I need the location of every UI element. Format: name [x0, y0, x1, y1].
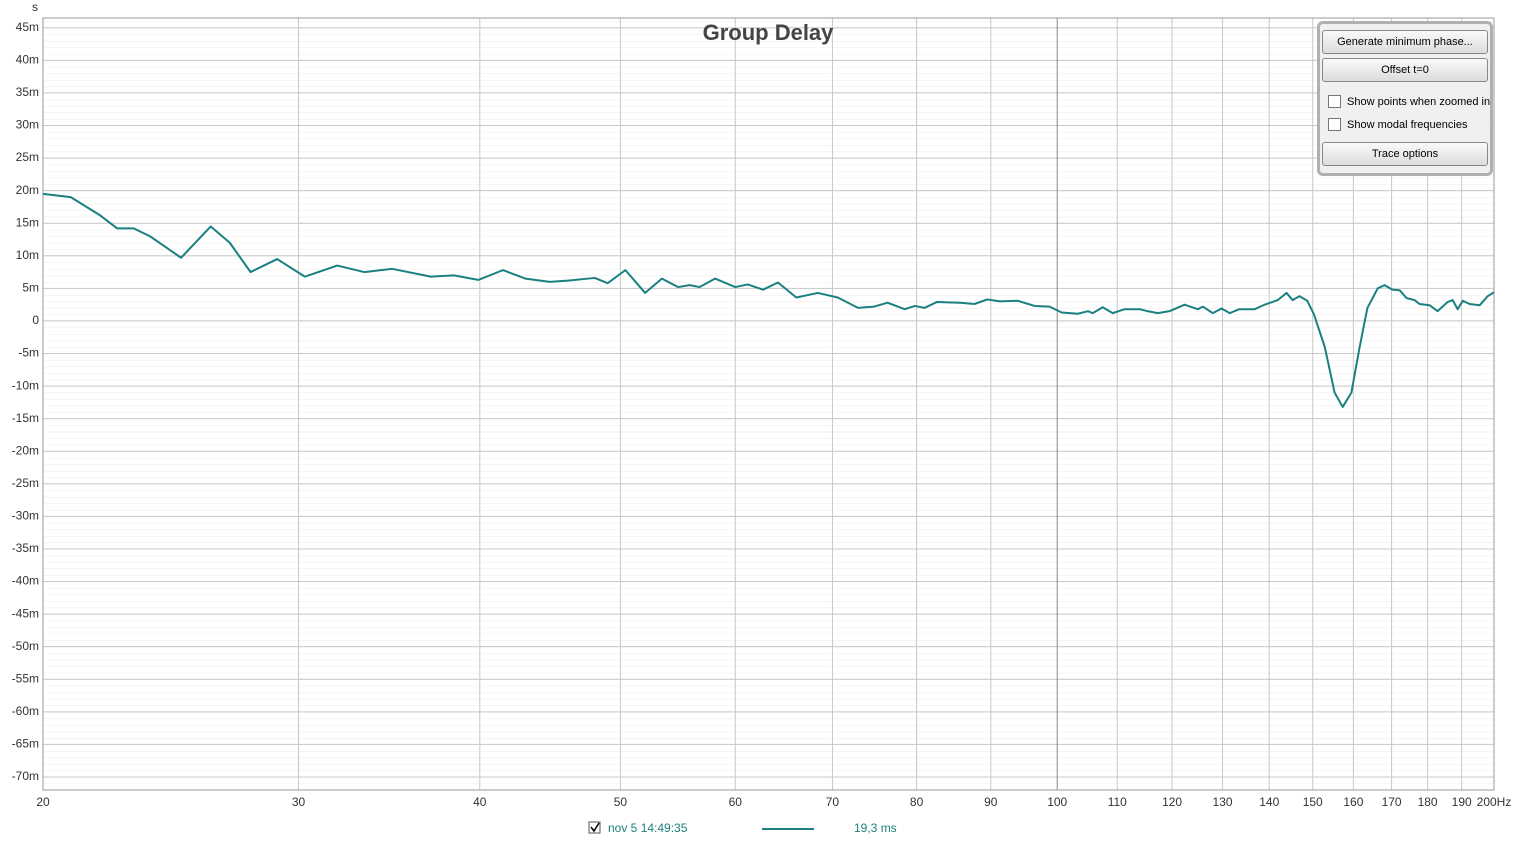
y-tick-label: -65m — [12, 737, 39, 751]
y-tick-label: -55m — [12, 671, 39, 685]
y-tick-label: -35m — [12, 541, 39, 555]
y-tick-label: 40m — [16, 53, 39, 67]
x-tick-label: 140 — [1259, 795, 1279, 809]
plot-frame — [42, 17, 1495, 791]
checkbox-label: Show points when zoomed in — [1347, 95, 1491, 108]
x-tick-label: 160 — [1343, 795, 1363, 809]
y-tick-label: -10m — [12, 378, 39, 392]
y-tick-label: -40m — [12, 574, 39, 588]
y-tick-label: 30m — [16, 118, 39, 132]
x-tick-label: 80 — [910, 795, 924, 809]
x-tick-label: 180 — [1418, 795, 1438, 809]
y-tick-label: 20m — [16, 183, 39, 197]
x-tick-label: 110 — [1108, 795, 1127, 809]
chart-title: Group Delay — [703, 20, 835, 45]
y-tick-label: -15m — [12, 411, 39, 425]
y-tick-label: 0 — [32, 313, 39, 327]
legend-checkbox[interactable] — [588, 821, 601, 834]
x-tick-label: 70 — [826, 795, 840, 809]
y-tick-label: 10m — [16, 248, 39, 262]
x-tick-label: 90 — [984, 795, 998, 809]
x-tick-label: 150 — [1303, 795, 1323, 809]
y-tick-label: -25m — [12, 476, 39, 490]
legend-label: nov 5 14:49:35 — [608, 821, 688, 835]
x-tick-label: 40 — [473, 795, 487, 809]
checkbox-label: Show modal frequencies — [1347, 118, 1468, 131]
x-tick-label: 200Hz — [1477, 795, 1512, 809]
y-tick-label: 35m — [16, 85, 39, 99]
x-tick-label: 120 — [1162, 795, 1182, 809]
y-tick-label: -30m — [12, 509, 39, 523]
y-tick-label: -60m — [12, 704, 39, 718]
y-tick-label: 25m — [16, 150, 39, 164]
checkbox[interactable]: Show modal frequencies — [1328, 118, 1467, 131]
x-tick-label: 20 — [36, 795, 50, 809]
legend-check — [590, 822, 600, 833]
x-tick-label: 30 — [292, 795, 306, 809]
y-tick-label: -50m — [12, 639, 39, 653]
minor-grid — [43, 18, 1494, 790]
button[interactable]: Trace options — [1322, 142, 1488, 166]
y-tick-label: 5m — [22, 281, 39, 295]
x-tick-label: 190 — [1452, 795, 1472, 809]
y-tick-label: -45m — [12, 606, 39, 620]
control-panel: Generate minimum phase... Offset t=0 Sho… — [1317, 21, 1493, 176]
data-line — [42, 192, 1495, 408]
x-tick-label: 60 — [729, 795, 743, 809]
y-tick-label: 45m — [16, 20, 39, 34]
y-tick-label: 15m — [16, 215, 39, 229]
y-tick-label: -5m — [18, 346, 39, 360]
x-tick-label: 130 — [1213, 795, 1233, 809]
button[interactable]: Generate minimum phase... — [1322, 30, 1488, 54]
x-tick-label: 50 — [614, 795, 628, 809]
checkbox[interactable]: Show points when zoomed in — [1328, 95, 1490, 108]
y-tick-label: -20m — [12, 443, 39, 457]
y-axis-label: s — [32, 0, 38, 14]
button[interactable]: Offset t=0 — [1322, 58, 1488, 82]
y-tick-label: -70m — [12, 769, 39, 783]
x-tick-label: 100 — [1047, 795, 1067, 809]
x-tick-label: 170 — [1382, 795, 1402, 809]
legend-value: 19,3 ms — [854, 821, 897, 835]
grid — [42, 18, 1495, 790]
